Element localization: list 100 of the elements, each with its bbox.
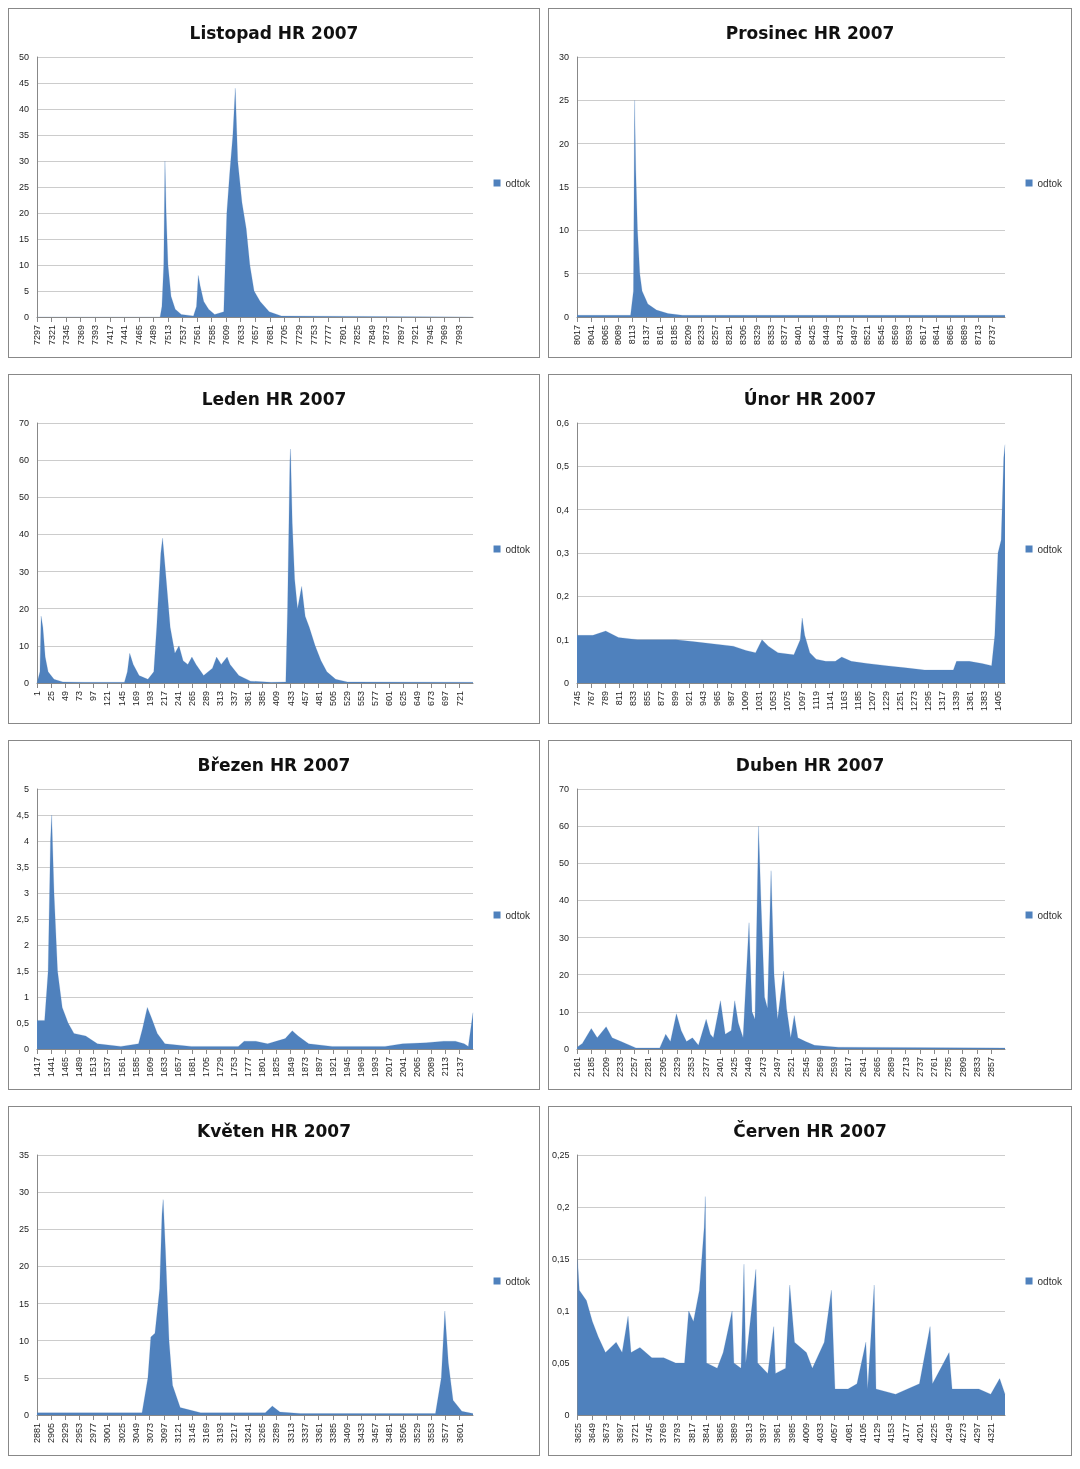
x-tick-label: 3721	[629, 1423, 640, 1444]
x-tick-label: 8449	[820, 325, 831, 346]
x-tick-label: 2473	[757, 1057, 768, 1078]
y-tick-label: 35	[18, 1150, 29, 1160]
x-tick-label: 2689	[886, 1057, 897, 1078]
x-tick-label: 3193	[215, 1423, 226, 1444]
x-tick-label: 4009	[800, 1423, 811, 1444]
x-tick-label: 361	[243, 691, 254, 707]
y-tick-label: 40	[18, 104, 29, 114]
y-tick-label: 45	[18, 78, 29, 88]
x-tick-label: 481	[313, 691, 324, 707]
x-tick-label: 7585	[206, 325, 217, 346]
legend-label: odtok	[505, 543, 531, 555]
y-tick-label: 0,1	[556, 634, 569, 645]
x-tick-label: 4201	[914, 1423, 925, 1444]
x-tick-label: 7297	[32, 325, 42, 346]
x-tick-label: 2857	[986, 1057, 997, 1078]
y-tick-label: 0,4	[556, 504, 569, 515]
x-tick-label: 7369	[75, 325, 86, 346]
x-tick-label: 8233	[696, 325, 707, 346]
x-tick-label: 3649	[586, 1423, 597, 1444]
y-tick-label: 20	[18, 603, 29, 614]
y-tick-label: 20	[18, 208, 29, 218]
x-tick-label: 145	[116, 691, 127, 707]
x-tick-label: 8113	[627, 325, 638, 345]
x-tick-label: 2713	[900, 1057, 911, 1078]
x-tick-label: 409	[271, 691, 282, 707]
y-tick-label: 0	[563, 678, 569, 688]
x-tick-label: 8641	[931, 325, 942, 346]
x-tick-label: 943	[698, 691, 709, 707]
x-tick-label: 1801	[257, 1057, 268, 1078]
y-tick-label: 0,15	[551, 1254, 570, 1264]
legend-label: odtok	[1037, 1275, 1063, 1287]
x-tick-label: 1097	[796, 691, 807, 712]
x-tick-label: 649	[412, 691, 423, 707]
x-tick-label: 7729	[293, 325, 304, 346]
x-tick-label: 625	[398, 691, 409, 707]
x-tick-label: 7825	[352, 325, 363, 346]
x-tick-label: 2593	[829, 1057, 840, 1078]
x-tick-label: 2881	[32, 1423, 42, 1444]
x-tick-label: 2113	[440, 1057, 451, 1077]
x-tick-label: 8737	[986, 325, 997, 346]
y-tick-label: 4	[23, 836, 29, 846]
y-tick-label: 0,3	[556, 548, 569, 558]
y-tick-label: 0	[563, 1044, 569, 1054]
x-tick-label: 3913	[743, 1423, 754, 1444]
x-tick-label: 1753	[229, 1057, 240, 1078]
x-tick-label: 3361	[313, 1423, 324, 1444]
x-tick-label: 3769	[658, 1423, 669, 1444]
y-tick-label: 0	[23, 1410, 29, 1420]
x-tick-label: 25	[46, 691, 57, 702]
x-tick-label: 4249	[943, 1423, 954, 1444]
x-tick-label: 3841	[700, 1423, 711, 1444]
x-tick-label: 3865	[715, 1423, 726, 1444]
x-tick-label: 8089	[613, 325, 624, 346]
x-tick-label: 1405	[992, 691, 1003, 712]
x-tick-label: 8689	[959, 325, 970, 346]
x-tick-label: 1075	[782, 691, 793, 712]
x-tick-label: 2449	[743, 1057, 754, 1078]
x-tick-label: 2929	[60, 1423, 71, 1444]
y-tick-label: 1,5	[16, 966, 29, 976]
y-tick-label: 1	[23, 992, 29, 1002]
y-tick-label: 4,5	[16, 810, 29, 820]
x-tick-label: 1361	[964, 691, 975, 712]
x-tick-label: 337	[229, 691, 240, 707]
x-tick-label: 3025	[116, 1423, 127, 1444]
x-tick-label: 3073	[144, 1423, 155, 1444]
y-tick-label: 0,1	[557, 1306, 570, 1316]
x-tick-label: 553	[355, 691, 366, 707]
x-tick-label: 385	[257, 691, 268, 707]
x-tick-label: 1053	[768, 691, 779, 712]
x-tick-label: 7777	[323, 325, 334, 346]
x-tick-label: 1993	[370, 1057, 380, 1078]
x-tick-label: 313	[215, 691, 226, 707]
x-tick-label: 2905	[46, 1423, 57, 1444]
x-tick-label: 1729	[215, 1057, 226, 1078]
y-tick-label: 0,5	[16, 1018, 29, 1028]
x-tick-label: 2257	[629, 1057, 640, 1078]
x-tick-label: 7321	[46, 325, 57, 346]
y-tick-label: 3	[23, 888, 29, 898]
y-tick-label: 5	[23, 784, 29, 794]
y-tick-label: 25	[558, 95, 569, 106]
x-tick-label: 8281	[724, 325, 735, 346]
x-tick-label: 7849	[366, 325, 377, 346]
x-tick-label: 1897	[313, 1057, 324, 1078]
x-tick-label: 8617	[917, 325, 928, 346]
x-tick-label: 1441	[46, 1057, 57, 1078]
x-tick-label: 3337	[299, 1423, 310, 1444]
x-tick-label: 7537	[177, 325, 188, 346]
y-tick-label: 2	[23, 940, 29, 950]
x-tick-label: 3145	[186, 1423, 197, 1444]
x-tick-label: 1489	[74, 1057, 85, 1078]
x-tick-label: 833	[628, 691, 639, 707]
x-tick-label: 3793	[672, 1423, 683, 1444]
x-tick-label: 3553	[426, 1423, 437, 1444]
x-tick-label: 767	[586, 691, 597, 707]
y-tick-label: 5	[23, 1372, 29, 1383]
x-tick-label: 3529	[412, 1423, 423, 1444]
legend-label: odtok	[1037, 543, 1063, 555]
x-tick-label: 4105	[857, 1423, 868, 1444]
